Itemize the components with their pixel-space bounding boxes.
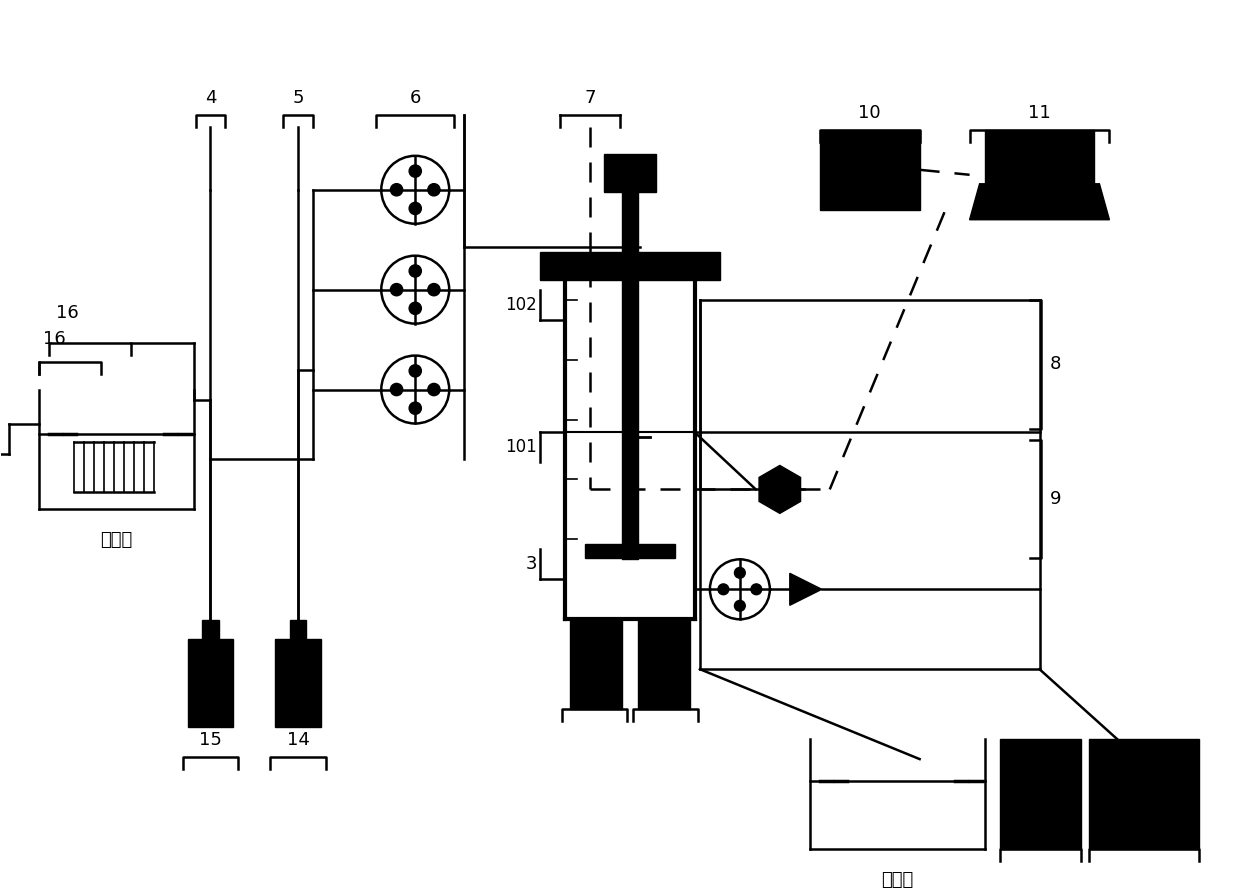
Bar	[275, 639, 321, 727]
Circle shape	[734, 601, 745, 611]
Polygon shape	[790, 573, 822, 605]
Text: 3: 3	[526, 555, 537, 573]
Text: 11: 11	[1028, 104, 1050, 122]
Text: 9: 9	[1049, 490, 1061, 508]
Bar	[637, 620, 689, 709]
Circle shape	[428, 283, 440, 296]
Bar	[820, 130, 920, 210]
Circle shape	[409, 165, 422, 177]
Text: 10: 10	[858, 104, 880, 122]
Circle shape	[391, 183, 403, 196]
Bar	[541, 252, 720, 280]
Bar	[585, 544, 675, 559]
Bar	[999, 739, 1081, 849]
Polygon shape	[985, 130, 1095, 184]
Text: 4: 4	[205, 89, 216, 107]
Circle shape	[391, 384, 403, 396]
Bar	[570, 620, 622, 709]
Circle shape	[718, 584, 729, 595]
Polygon shape	[970, 184, 1110, 220]
Circle shape	[751, 584, 761, 595]
Bar	[187, 639, 233, 727]
Text: 12: 12	[1133, 823, 1156, 841]
Circle shape	[409, 302, 422, 315]
Circle shape	[428, 183, 440, 196]
Text: 污泥池: 污泥池	[882, 871, 914, 889]
Text: 102: 102	[506, 296, 537, 314]
Text: 16: 16	[56, 304, 78, 322]
Text: 15: 15	[200, 731, 222, 749]
Circle shape	[428, 384, 440, 396]
Text: 201: 201	[579, 683, 610, 701]
Polygon shape	[759, 466, 801, 513]
Text: 14: 14	[286, 731, 310, 749]
Text: 101: 101	[506, 438, 537, 457]
Text: 13: 13	[1029, 823, 1052, 841]
Circle shape	[391, 283, 403, 296]
Text: 水样池: 水样池	[100, 531, 133, 550]
Circle shape	[734, 568, 745, 578]
Text: 8: 8	[1049, 355, 1061, 374]
Text: 202: 202	[650, 683, 681, 701]
Text: 7: 7	[584, 89, 595, 107]
Bar	[1090, 739, 1199, 849]
Circle shape	[409, 265, 422, 277]
Text: 6: 6	[409, 89, 420, 107]
Bar	[290, 620, 306, 639]
Bar	[202, 620, 218, 639]
Text: 16: 16	[42, 330, 66, 348]
Text: 5: 5	[293, 89, 304, 107]
Circle shape	[409, 402, 422, 414]
Bar	[604, 154, 656, 192]
Circle shape	[409, 365, 422, 377]
Circle shape	[409, 202, 422, 215]
